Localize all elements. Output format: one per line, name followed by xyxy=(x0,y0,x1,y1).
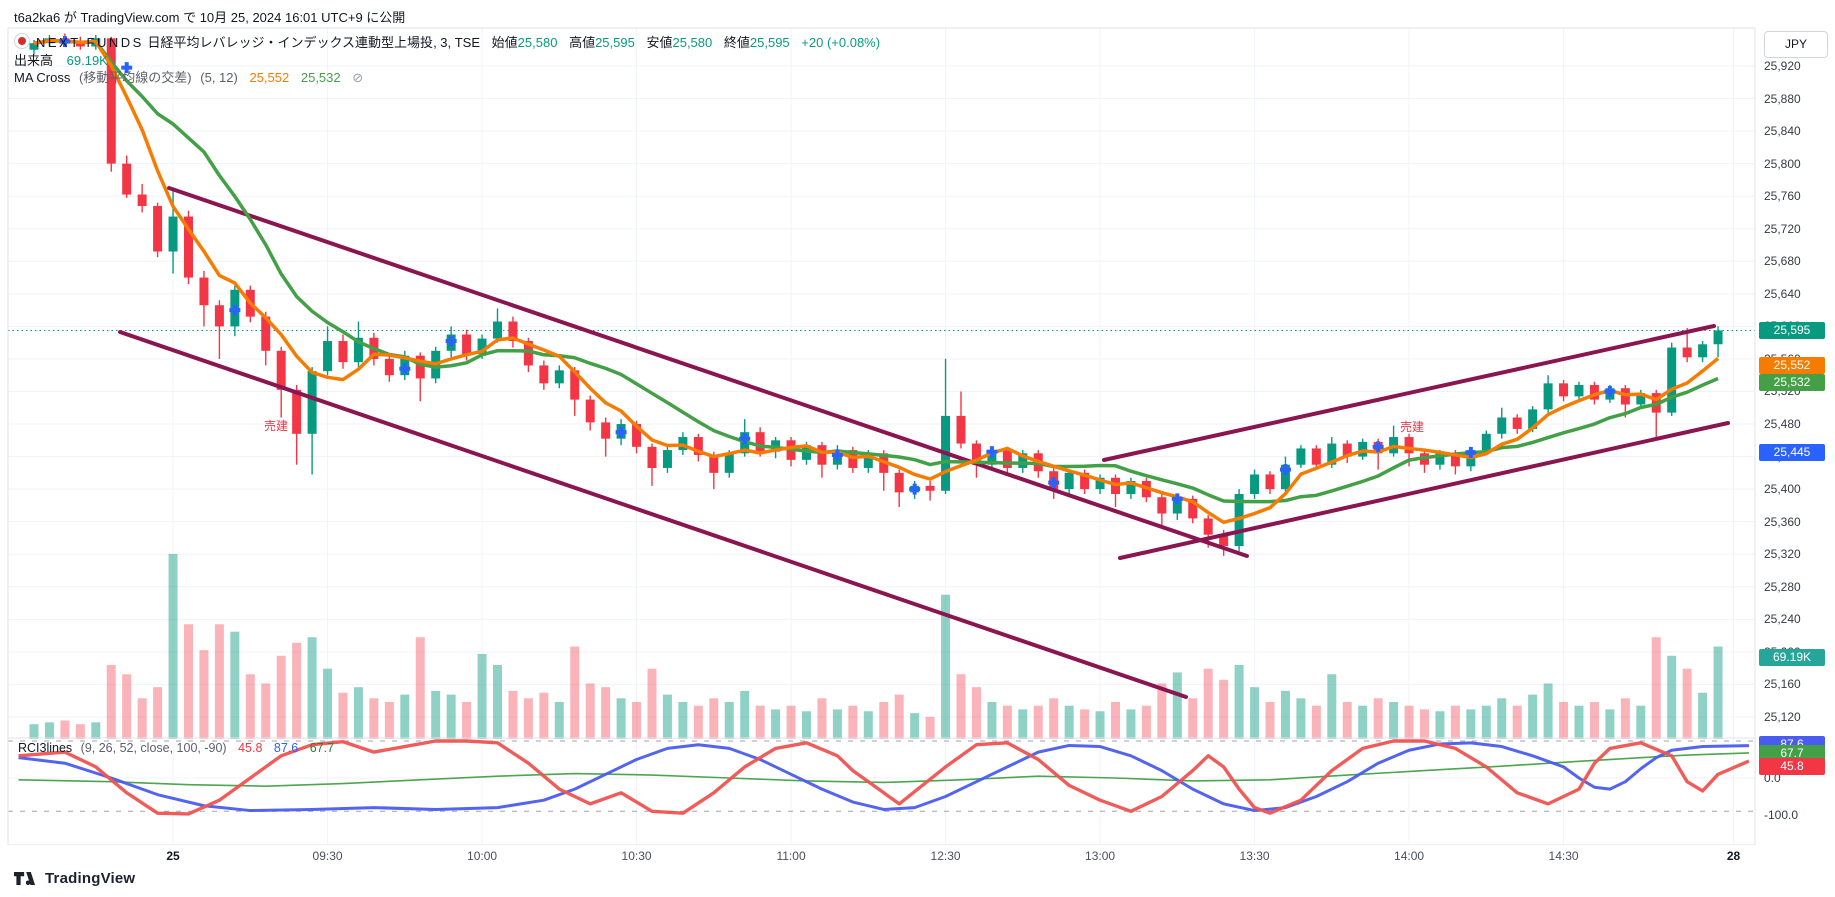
time-tick-label: 14:00 xyxy=(1394,849,1425,863)
publish-note: t6a2ka6 が TradingView.com で 10月 25, 2024… xyxy=(14,10,406,25)
time-tick-label: 11:00 xyxy=(776,849,806,863)
price-axis-badge: 67.7 xyxy=(1759,744,1825,762)
rci-tick-label: -100.0 xyxy=(1764,808,1799,822)
price-tick-label: 25,760 xyxy=(1764,189,1801,204)
price-tick-label: 25,320 xyxy=(1764,547,1801,562)
price-tick-label: 25,680 xyxy=(1764,254,1801,269)
low-label: 安値 xyxy=(646,35,673,50)
price-tick-label: 25,160 xyxy=(1764,677,1801,692)
rci-tick-label: 0.0 xyxy=(1764,771,1781,785)
rci-name: RCI3lines xyxy=(18,741,73,755)
open-value: 25,580 xyxy=(517,35,558,50)
low-value: 25,580 xyxy=(672,35,713,50)
hide-indicator-icon[interactable]: ⊘ xyxy=(352,70,364,85)
sell-entry-label: 売建 xyxy=(1400,420,1425,434)
price-tick-label: 25,120 xyxy=(1764,709,1801,724)
time-tick-label: 28 xyxy=(1726,849,1741,863)
high-label: 高値 xyxy=(569,35,596,50)
price-axis-badge: 25,595 xyxy=(1759,321,1825,339)
ma-cross-subtitle: (移動平均線の交差) xyxy=(78,70,192,85)
time-axis[interactable]: 25 09:30 10:00 10:30 11:00 12:30 13:00 13:30 14:… xyxy=(0,845,1756,867)
price-tick-label: 25,240 xyxy=(1764,612,1801,627)
ma-cross-name: MA Cross xyxy=(14,70,71,85)
symbol-suffix: , 3, TSE xyxy=(433,35,481,50)
symbol-name-jp: 日経平均レバレッジ・インデックス連動型上場投 xyxy=(143,35,434,50)
volume-label: 出来高 xyxy=(14,53,54,68)
time-tick-label: 13:30 xyxy=(1239,849,1270,863)
price-tick-label: 25,360 xyxy=(1764,514,1801,529)
time-tick-label: 10:30 xyxy=(621,849,652,863)
price-tick-label: 25,920 xyxy=(1764,59,1801,73)
rci-params: (9, 26, 52, close, 100, -90) xyxy=(80,741,227,755)
ma-cross-legend-row[interactable]: MA Cross (移動平均線の交差) (5, 12) 25,552 25,53… xyxy=(14,67,363,86)
rci-legend-row[interactable]: RCI3lines (9, 26, 52, close, 100, -90) 4… xyxy=(18,741,334,755)
price-tick-label: 25,400 xyxy=(1764,482,1801,497)
symbol-legend-row[interactable]: NEXT FUNDS 日経平均レバレッジ・インデックス連動型上場投, 3, TS… xyxy=(14,32,880,51)
price-axis[interactable]: 25,920 25,880 25,840 25,800 25,760 25,720 25,6… xyxy=(1756,28,1835,845)
time-tick-label: 25 xyxy=(166,849,180,863)
high-value: 25,595 xyxy=(595,35,635,50)
time-tick-label: 14:30 xyxy=(1548,849,1579,863)
ma-cross-params: (5, 12) xyxy=(200,70,238,85)
currency-toggle-button[interactable]: JPY xyxy=(1764,31,1828,58)
change-value: +20 (+0.08%) xyxy=(801,35,881,50)
price-tick-label: 25,640 xyxy=(1764,286,1801,301)
price-tick-label: 25,280 xyxy=(1764,579,1801,594)
price-tick-label: 25,880 xyxy=(1764,91,1801,106)
time-tick-label: 12:30 xyxy=(930,849,961,863)
price-axis-badge: 25,532 xyxy=(1759,373,1825,391)
close-label: 終値 xyxy=(723,35,750,50)
price-axis-badge: 69.19K xyxy=(1759,648,1825,666)
price-tick-label: 25,480 xyxy=(1764,417,1801,432)
tradingview-logo-icon xyxy=(14,872,36,885)
ma-slow-value: 25,532 xyxy=(300,70,341,85)
symbol-logo-icon xyxy=(14,33,30,49)
price-axis-badge: 25,445 xyxy=(1759,443,1825,461)
rci-value-blue: 87.6 xyxy=(273,741,299,755)
time-tick-label: 09:30 xyxy=(312,849,343,863)
close-value: 25,595 xyxy=(749,35,790,50)
open-label: 始値 xyxy=(491,35,518,50)
rci-value-red: 45.8 xyxy=(238,741,263,755)
tradingview-brand-text: TradingView xyxy=(45,870,136,887)
tradingview-attribution[interactable]: TradingView xyxy=(14,870,135,887)
volume-value: 69.19K xyxy=(66,53,108,68)
price-tick-label: 25,800 xyxy=(1764,156,1801,171)
ma-fast-value: 25,552 xyxy=(249,70,290,85)
price-axis-badge: 45.8 xyxy=(1759,757,1825,775)
symbol-name-latin: NEXT FUNDS xyxy=(36,35,144,50)
time-tick-label: 10:00 xyxy=(467,849,498,863)
volume-legend-row[interactable]: 出来高 69.19K xyxy=(14,50,108,69)
sell-entry-label: 売建 xyxy=(264,419,289,433)
rci-value-green: 67.7 xyxy=(309,741,335,755)
time-tick-label: 13:00 xyxy=(1085,849,1116,863)
price-tick-label: 25,840 xyxy=(1764,124,1801,139)
price-tick-label: 25,720 xyxy=(1764,221,1801,236)
price-axis-badge: 25,552 xyxy=(1759,356,1825,374)
